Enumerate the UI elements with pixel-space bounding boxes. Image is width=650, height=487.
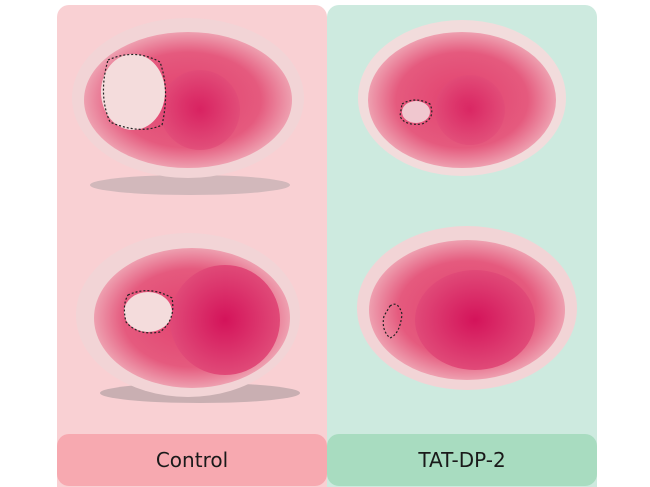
tat-dp-2-slice-bottom [357, 226, 577, 390]
infarct-region [124, 292, 172, 332]
infarct-region [101, 54, 165, 130]
control-label: Control [57, 434, 327, 486]
control-slice-top [72, 18, 304, 195]
infarct-outline [102, 53, 167, 130]
infarct-region [402, 101, 430, 123]
control-slice-bottom [76, 233, 300, 403]
infarct-outline [123, 290, 174, 334]
tat-dp-2-slice-top [358, 20, 566, 176]
tat-dp-2-label: TAT-DP-2 [327, 434, 597, 486]
